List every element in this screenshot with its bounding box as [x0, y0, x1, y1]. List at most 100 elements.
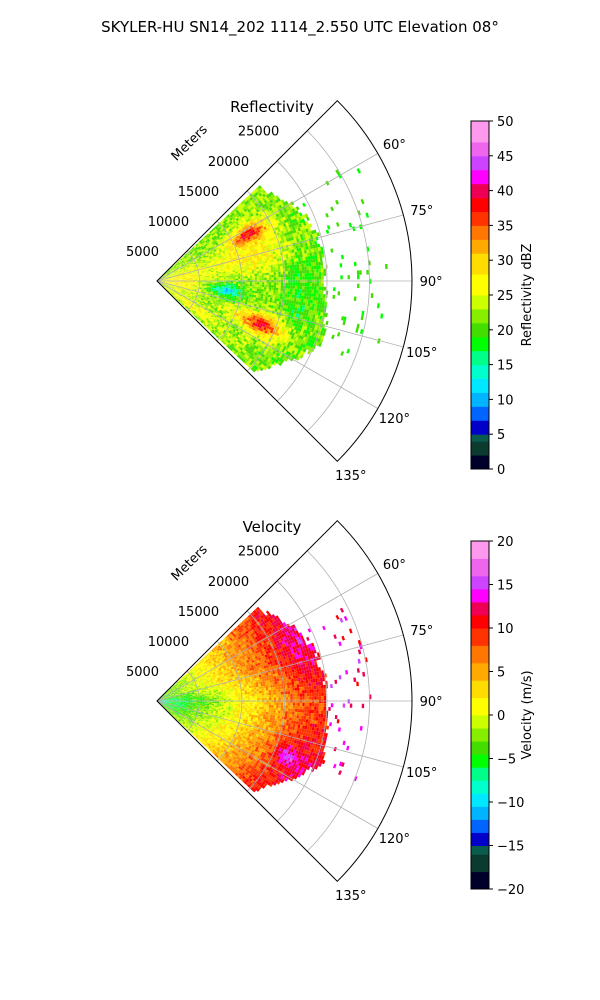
radar-cell: [215, 238, 219, 241]
radar-cell: [283, 223, 287, 227]
radar-cell: [299, 276, 303, 280]
radar-cell: [295, 301, 299, 305]
radar-cell: [284, 215, 289, 220]
radar-cell: [201, 272, 205, 274]
radar-cell: [296, 261, 299, 265]
range-tick-label: 15000: [178, 185, 219, 200]
radar-cell: [161, 278, 164, 280]
radar-cell: [246, 239, 250, 243]
radar-cell: [208, 262, 212, 264]
radar-cell: [271, 215, 275, 220]
radar-cell: [304, 289, 307, 293]
radar-cell: [267, 241, 271, 245]
radar-cell: [279, 298, 282, 302]
radar-cell: [249, 269, 252, 273]
radar-cell: [221, 284, 224, 287]
radar-cell: [276, 226, 280, 230]
radar-cell: [251, 234, 255, 238]
radar-cell: [253, 267, 257, 270]
radar-cell: [230, 245, 234, 248]
radar-cell: [279, 240, 283, 244]
radar-cell: [262, 201, 266, 205]
radar-cell: [227, 222, 231, 226]
radar-cell: [191, 271, 195, 273]
radar-cell: [290, 288, 293, 292]
radar-cell: [174, 272, 178, 274]
radar-cell: [287, 271, 291, 275]
radar-cell: [229, 265, 233, 268]
radar-cell: [166, 272, 169, 275]
radar-cell: [197, 249, 200, 252]
radar-cell: [233, 282, 236, 284]
radar-cell: [262, 248, 265, 252]
radar-cell: [188, 257, 191, 260]
radar-cell: [171, 267, 174, 270]
radar-cell: [279, 263, 283, 267]
radar-cell: [260, 191, 264, 196]
radar-cell: [269, 199, 274, 204]
radar-cell: [169, 267, 172, 270]
radar-cell: [264, 301, 268, 305]
radar-cell: [213, 228, 217, 232]
radar-cell: [183, 281, 186, 282]
radar-cell: [186, 263, 189, 266]
radar-cell: [264, 240, 268, 244]
radar-cell: [315, 258, 318, 263]
radar-cell: [171, 278, 174, 280]
radar-cell: [165, 275, 168, 277]
radar-cell: [172, 274, 176, 276]
radar-cell: [265, 202, 270, 206]
radar-cell: [233, 275, 236, 277]
radar-cell: [235, 221, 239, 225]
radar-cell: [200, 267, 203, 269]
radar-cell: [255, 250, 259, 254]
radar-cell: [275, 269, 279, 273]
radar-cell: [269, 299, 273, 303]
radar-cell: [238, 283, 241, 286]
radar-cell: [182, 274, 186, 276]
range-tick-label: 25000: [238, 125, 279, 140]
radar-cell: [308, 223, 313, 228]
radar-cell: [228, 278, 231, 281]
radar-cell: [201, 243, 204, 246]
radar-cell: [312, 258, 316, 263]
radar-cell: [305, 259, 309, 264]
radar-cell: [272, 297, 275, 301]
radar-cell: [293, 218, 298, 223]
radar-cell: [286, 238, 290, 242]
radar-cell: [170, 268, 173, 271]
radar-cell: [180, 279, 184, 281]
radar-cell: [212, 242, 215, 245]
radar-cell: [297, 270, 300, 274]
radar-cell: [188, 262, 191, 265]
radar-cell: [196, 257, 200, 260]
radar-cell: [228, 285, 231, 287]
radar-cell: [246, 229, 250, 233]
radar-cell: [176, 270, 179, 273]
radar-cell: [313, 229, 317, 234]
radar-cell: [183, 269, 187, 271]
radar-cell: [253, 217, 257, 221]
radar-cell: [219, 228, 223, 232]
radar-cell: [346, 348, 351, 354]
radar-cell: [267, 294, 271, 298]
radar-cell: [240, 244, 244, 248]
radar-cell: [236, 264, 240, 267]
radar-cell: [186, 254, 189, 257]
radar-cell: [167, 274, 170, 276]
radar-cell: [225, 228, 229, 232]
radar-cell: [199, 265, 203, 267]
radar-cell: [224, 256, 228, 259]
radar-cell: [321, 283, 324, 287]
radar-cell: [223, 242, 227, 246]
radar-cell: [192, 265, 195, 267]
radar-cell: [177, 275, 181, 277]
radar-cell: [180, 275, 183, 277]
radar-cell: [225, 259, 229, 262]
radar-cell: [304, 242, 308, 247]
radar-cell: [290, 205, 294, 210]
radar-cell: [260, 187, 264, 192]
radar-cell: [215, 258, 218, 261]
radar-cell: [209, 230, 213, 234]
radar-cell: [223, 289, 226, 291]
